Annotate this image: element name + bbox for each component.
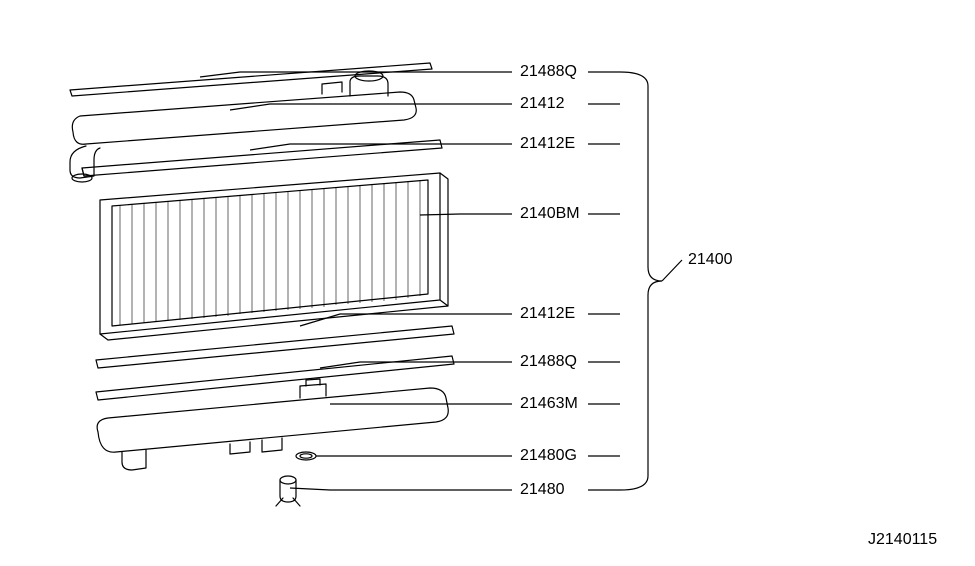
part-drain-cock [276, 476, 300, 506]
part-core [100, 173, 448, 340]
leader-line [230, 104, 512, 110]
leader-line [320, 362, 512, 368]
part-gasket-upper [82, 140, 442, 176]
part-label: 21463M [520, 395, 578, 412]
leader-line [300, 314, 512, 326]
leader-line [420, 214, 512, 215]
part-label: 21480 [520, 481, 565, 498]
part-label: 21488Q [520, 353, 577, 370]
assembly-label: 21400 [688, 251, 733, 268]
part-label: 21412E [520, 135, 575, 152]
leader-lines [200, 72, 512, 490]
part-labels: 21488Q 21412 21412E 2140BM 21412E 21488Q 21463… [520, 63, 580, 498]
leader-line [290, 488, 512, 490]
part-drain-oring [296, 452, 316, 460]
part-label: 21412E [520, 305, 575, 322]
part-label: 21488Q [520, 63, 577, 80]
core-fins [120, 181, 420, 325]
part-label: 21412 [520, 95, 565, 112]
part-label: 2140BM [520, 205, 580, 222]
part-label: 21480G [520, 447, 577, 464]
exploded-diagram: 21488Q 21412 21412E 2140BM 21412E 21488Q 21463… [0, 0, 975, 566]
assembly-bracket [588, 72, 682, 490]
document-number: J2140115 [868, 531, 937, 548]
